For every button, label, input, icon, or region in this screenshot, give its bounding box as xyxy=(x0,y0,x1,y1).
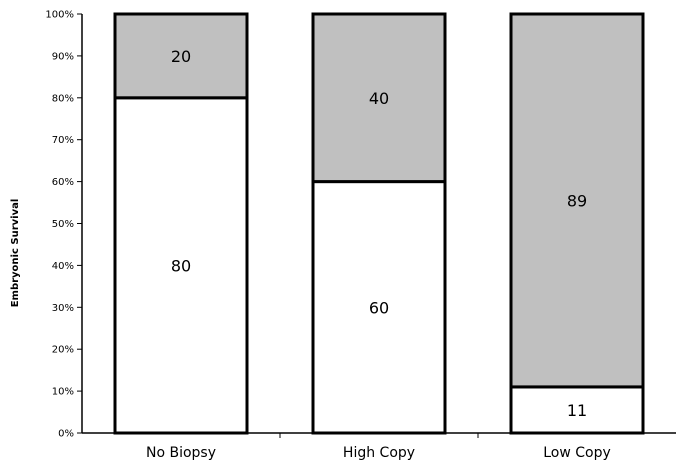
data-label: 20 xyxy=(171,47,191,66)
data-label: 89 xyxy=(567,191,587,210)
y-tick-label: 60% xyxy=(52,177,74,188)
y-tick-label: 50% xyxy=(52,219,74,230)
bar-segment xyxy=(509,12,645,389)
bars: 80 20 60 40 11 89 xyxy=(113,12,645,435)
bar-segment xyxy=(509,385,645,435)
y-tick-label: 30% xyxy=(52,303,74,314)
y-tick-label: 80% xyxy=(52,93,74,104)
bar-segment xyxy=(113,12,249,100)
x-tick-label: No Biopsy xyxy=(146,445,216,461)
x-axis: No Biopsy High Copy Low Copy xyxy=(82,432,676,461)
y-axis-title: Embryonic Survival xyxy=(10,199,21,308)
bar-segment xyxy=(311,180,447,435)
y-tick-label: 100% xyxy=(45,10,74,21)
y-tick-label: 40% xyxy=(52,261,74,272)
x-tick-label: High Copy xyxy=(343,445,415,461)
y-tick-label: 0% xyxy=(58,429,74,440)
bar-segment xyxy=(113,96,249,435)
data-label: 11 xyxy=(567,401,587,420)
y-axis: 0% 10% 20% 30% 40% 50% 60% 70% 80% 90% 100% xyxy=(45,10,83,440)
y-tick-label: 10% xyxy=(52,387,74,398)
data-label: 40 xyxy=(369,89,389,108)
y-tick-label: 20% xyxy=(52,345,74,356)
data-label: 60 xyxy=(369,298,389,317)
bar-segment xyxy=(311,12,447,184)
y-tick-label: 70% xyxy=(52,135,74,146)
x-tick-label: Low Copy xyxy=(543,445,611,461)
y-tick-label: 90% xyxy=(52,51,74,62)
data-label: 80 xyxy=(171,256,191,275)
